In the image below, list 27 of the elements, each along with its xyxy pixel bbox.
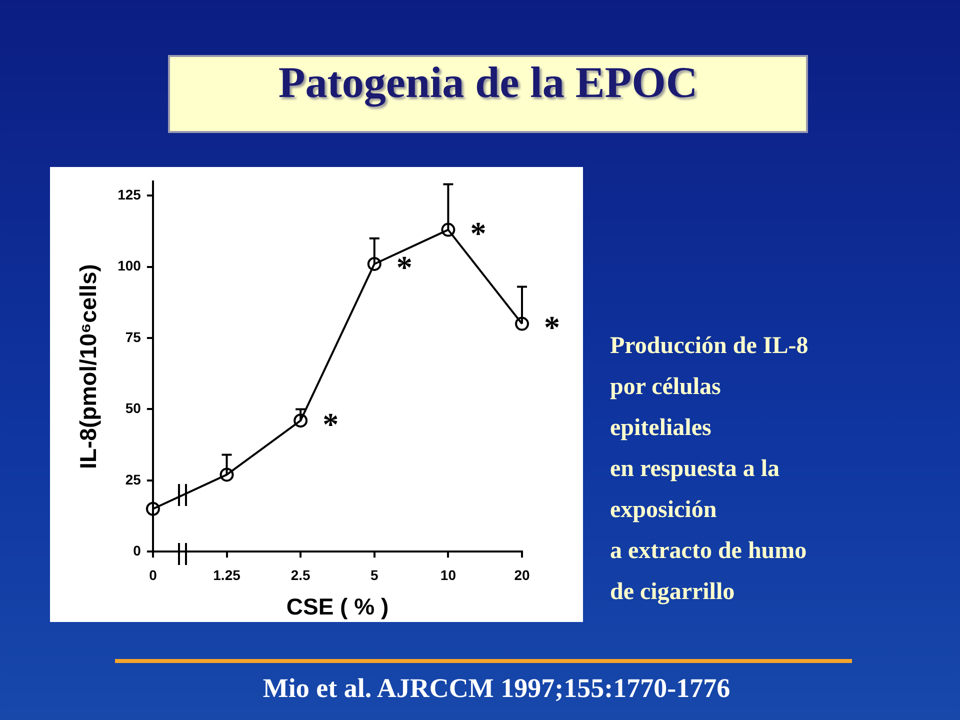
chart-title: Patogenia de la EPOC	[168, 55, 808, 133]
y-tick-label: 25	[125, 471, 142, 488]
point	[441, 222, 456, 237]
point	[515, 316, 529, 331]
x-tick-label: 5	[370, 566, 378, 583]
y-tick-label: 50	[125, 400, 142, 416]
text: Producción de IL-8 por células epiteliales en respuesta a la exposición a extracto de humo de cigarrillo	[610, 332, 810, 607]
point	[146, 502, 160, 516]
y-tick-label: 75	[125, 328, 142, 345]
annotation: *	[322, 406, 339, 442]
x-tick-label: 1.25	[213, 566, 241, 583]
point	[220, 468, 234, 482]
point	[367, 256, 382, 271]
y-axis-title: IL-8(pmol/10⁶cells)	[75, 264, 102, 469]
y-tick-label: 0	[133, 542, 142, 558]
x-tick-label: 2.5	[290, 566, 311, 583]
y-tick-label: 125	[118, 186, 142, 202]
x-axis-title: CSE ( % )	[286, 594, 389, 620]
text: Mio et al. AJRCCM 1997;155:1770-1776	[262, 673, 732, 704]
point	[294, 414, 308, 428]
x-tick-label: 0	[149, 566, 158, 583]
x-tick-label: 20	[514, 566, 530, 583]
annotation: *	[470, 215, 486, 252]
annotation: *	[544, 309, 560, 346]
x-tick-label: 10	[440, 566, 456, 583]
annotation: *	[396, 249, 412, 286]
y-tick-label: 100	[118, 258, 142, 274]
